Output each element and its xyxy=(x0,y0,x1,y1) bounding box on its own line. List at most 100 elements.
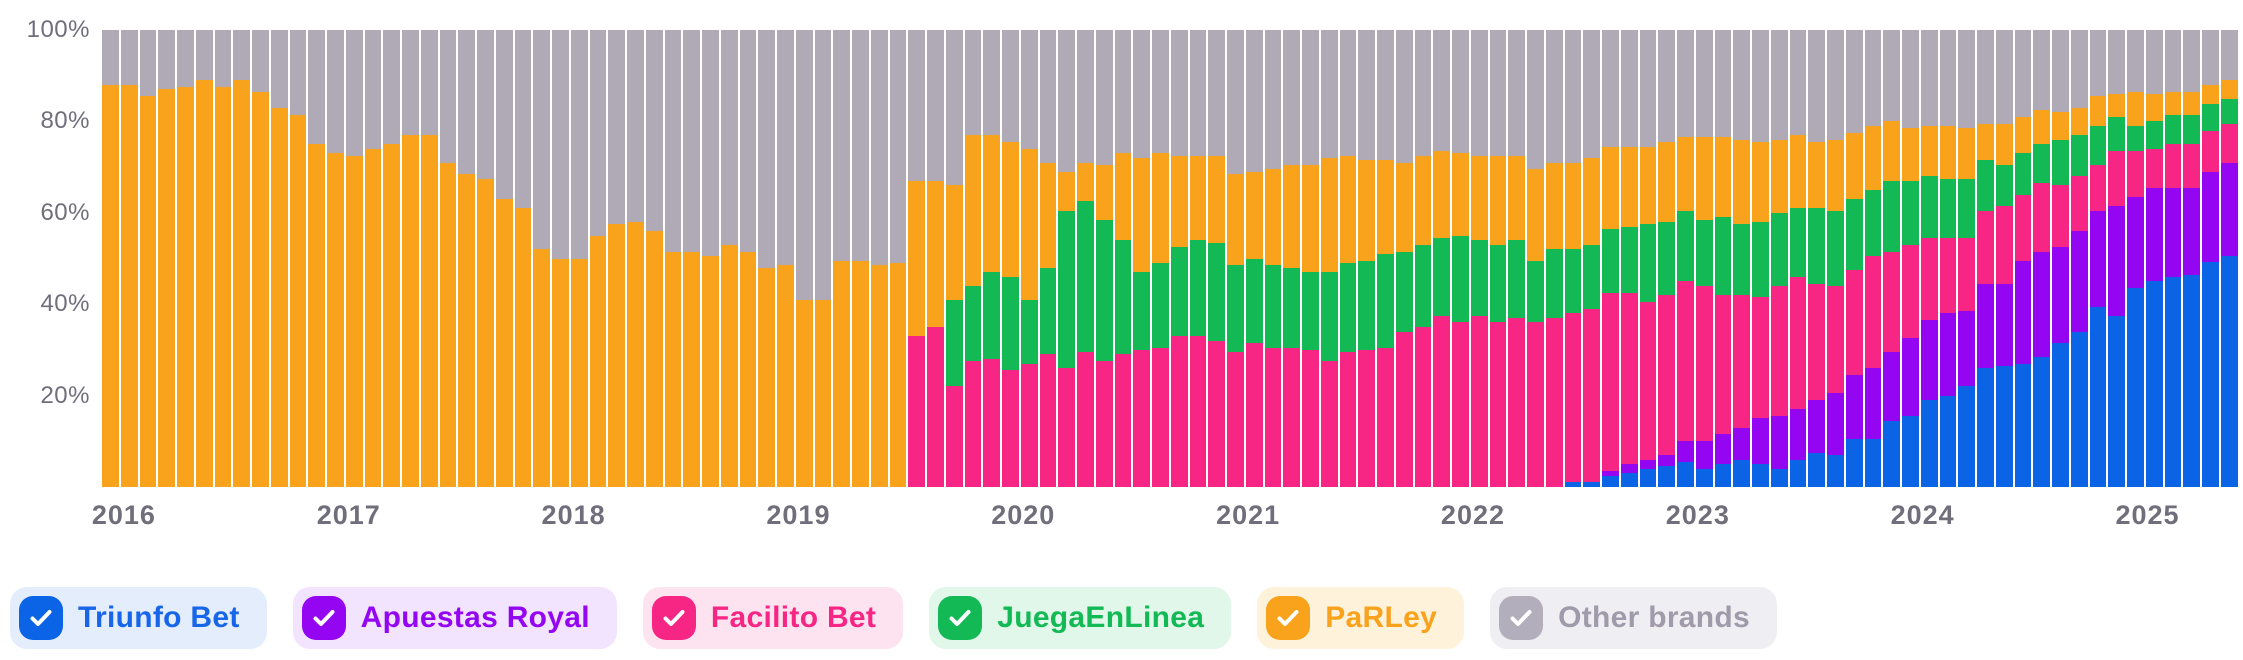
chart-bar[interactable] xyxy=(1227,30,1244,487)
bar-segment-facilito-bet[interactable] xyxy=(1245,343,1263,487)
bar-segment-parley[interactable] xyxy=(1002,141,1019,277)
bar-segment-apuestas-royal[interactable] xyxy=(2183,187,2200,275)
checkbox-checked-icon[interactable] xyxy=(938,596,983,640)
chart-bar[interactable] xyxy=(477,30,494,487)
bar-segment-parley[interactable] xyxy=(214,87,232,487)
bar-segment-juegaenlinea[interactable] xyxy=(945,299,963,387)
bar-segment-parley[interactable] xyxy=(345,155,363,487)
bar-segment-facilito-bet[interactable] xyxy=(1977,210,1994,284)
bar-segment-triunfo-bet[interactable] xyxy=(2183,274,2200,487)
chart-bar[interactable] xyxy=(2202,30,2219,487)
chart-bar[interactable] xyxy=(1808,30,1825,487)
bar-segment-parley[interactable] xyxy=(833,260,850,487)
bar-segment-other-brands[interactable] xyxy=(1545,30,1563,163)
chart-bar[interactable] xyxy=(345,30,363,487)
bar-segment-juegaenlinea[interactable] xyxy=(1339,263,1357,353)
legend-item-other-brands[interactable]: Other brands xyxy=(1490,587,1778,649)
bar-segment-juegaenlinea[interactable] xyxy=(1320,272,1338,362)
bar-segment-facilito-bet[interactable] xyxy=(2108,151,2125,206)
bar-segment-other-brands[interactable] xyxy=(1733,30,1750,140)
bar-segment-other-brands[interactable] xyxy=(2145,30,2163,95)
bar-segment-other-brands[interactable] xyxy=(1808,30,1825,143)
chart-bar[interactable] xyxy=(1995,30,2013,487)
bar-segment-triunfo-bet[interactable] xyxy=(2033,356,2050,487)
bar-segment-apuestas-royal[interactable] xyxy=(1827,393,1844,456)
bar-segment-parley[interactable] xyxy=(1489,155,1507,245)
bar-segment-facilito-bet[interactable] xyxy=(908,336,925,487)
chart-bar[interactable] xyxy=(1977,30,1994,487)
bar-segment-parley[interactable] xyxy=(702,256,719,487)
bar-segment-parley[interactable] xyxy=(608,224,625,487)
chart-bar[interactable] xyxy=(2164,30,2182,487)
bar-segment-parley[interactable] xyxy=(927,180,944,328)
bar-segment-parley[interactable] xyxy=(1695,137,1713,220)
bar-segment-other-brands[interactable] xyxy=(1602,30,1619,147)
bar-segment-juegaenlinea[interactable] xyxy=(2014,153,2032,195)
bar-segment-other-brands[interactable] xyxy=(945,30,963,186)
bar-segment-apuestas-royal[interactable] xyxy=(1695,441,1713,469)
bar-segment-parley[interactable] xyxy=(814,299,832,487)
bar-segment-other-brands[interactable] xyxy=(852,30,869,261)
chart-bar[interactable] xyxy=(608,30,625,487)
chart-bar[interactable] xyxy=(1527,30,1544,487)
bar-segment-apuestas-royal[interactable] xyxy=(2089,210,2107,307)
bar-segment-facilito-bet[interactable] xyxy=(2145,148,2163,188)
chart-bar[interactable] xyxy=(1677,30,1694,487)
bar-segment-parley[interactable] xyxy=(1358,160,1375,261)
bar-segment-other-brands[interactable] xyxy=(1227,30,1244,174)
bar-segment-parley[interactable] xyxy=(908,180,925,337)
bar-segment-other-brands[interactable] xyxy=(402,30,419,136)
chart-bar[interactable] xyxy=(252,30,269,487)
bar-segment-parley[interactable] xyxy=(1958,128,1975,179)
chart-bar[interactable] xyxy=(1077,30,1094,487)
chart-bar[interactable] xyxy=(1489,30,1507,487)
bar-segment-juegaenlinea[interactable] xyxy=(1639,224,1657,302)
bar-segment-juegaenlinea[interactable] xyxy=(1302,272,1319,350)
bar-segment-parley[interactable] xyxy=(1808,142,1825,209)
bar-segment-parley[interactable] xyxy=(2202,85,2219,104)
bar-segment-other-brands[interactable] xyxy=(345,30,363,156)
bar-segment-juegaenlinea[interactable] xyxy=(1977,160,1994,211)
bar-segment-juegaenlinea[interactable] xyxy=(1133,272,1150,350)
bar-segment-parley[interactable] xyxy=(1883,121,1900,181)
bar-segment-other-brands[interactable] xyxy=(720,30,738,245)
bar-segment-facilito-bet[interactable] xyxy=(1995,205,2013,284)
bar-segment-facilito-bet[interactable] xyxy=(1095,361,1113,487)
bar-segment-apuestas-royal[interactable] xyxy=(1752,418,1769,465)
bar-segment-parley[interactable] xyxy=(983,135,1000,273)
chart-bar[interactable] xyxy=(1358,30,1375,487)
bar-segment-apuestas-royal[interactable] xyxy=(2033,251,2050,357)
checkbox-checked-icon[interactable] xyxy=(301,596,346,640)
bar-segment-juegaenlinea[interactable] xyxy=(2183,114,2200,145)
bar-segment-other-brands[interactable] xyxy=(1958,30,1975,129)
chart-bar[interactable] xyxy=(852,30,869,487)
chart-bar[interactable] xyxy=(1283,30,1300,487)
bar-segment-apuestas-royal[interactable] xyxy=(1714,434,1732,465)
bar-segment-triunfo-bet[interactable] xyxy=(2164,276,2182,487)
bar-segment-juegaenlinea[interactable] xyxy=(1395,251,1413,332)
bar-segment-parley[interactable] xyxy=(1545,162,1563,250)
chart-bar[interactable] xyxy=(1377,30,1394,487)
bar-segment-facilito-bet[interactable] xyxy=(945,386,963,487)
bar-segment-juegaenlinea[interactable] xyxy=(2089,126,2107,165)
bar-segment-other-brands[interactable] xyxy=(1658,30,1675,142)
bar-segment-other-brands[interactable] xyxy=(289,30,307,115)
bar-segment-facilito-bet[interactable] xyxy=(1358,349,1375,487)
chart-bar[interactable] xyxy=(1189,30,1207,487)
bar-segment-facilito-bet[interactable] xyxy=(1152,347,1169,487)
bar-segment-juegaenlinea[interactable] xyxy=(1527,260,1544,323)
bar-segment-other-brands[interactable] xyxy=(589,30,607,236)
bar-segment-parley[interactable] xyxy=(1114,153,1132,241)
chart-bar[interactable] xyxy=(2127,30,2144,487)
bar-segment-facilito-bet[interactable] xyxy=(1170,336,1188,487)
bar-segment-juegaenlinea[interactable] xyxy=(1152,263,1169,348)
bar-segment-parley[interactable] xyxy=(1677,137,1694,211)
bar-segment-apuestas-royal[interactable] xyxy=(2052,247,2069,344)
bar-segment-juegaenlinea[interactable] xyxy=(1433,237,1450,316)
bar-segment-juegaenlinea[interactable] xyxy=(1227,265,1244,353)
chart-bar[interactable] xyxy=(2052,30,2069,487)
chart-bar[interactable] xyxy=(833,30,850,487)
bar-segment-triunfo-bet[interactable] xyxy=(1902,416,1919,487)
bar-segment-juegaenlinea[interactable] xyxy=(1470,240,1488,316)
bar-segment-other-brands[interactable] xyxy=(870,30,888,266)
